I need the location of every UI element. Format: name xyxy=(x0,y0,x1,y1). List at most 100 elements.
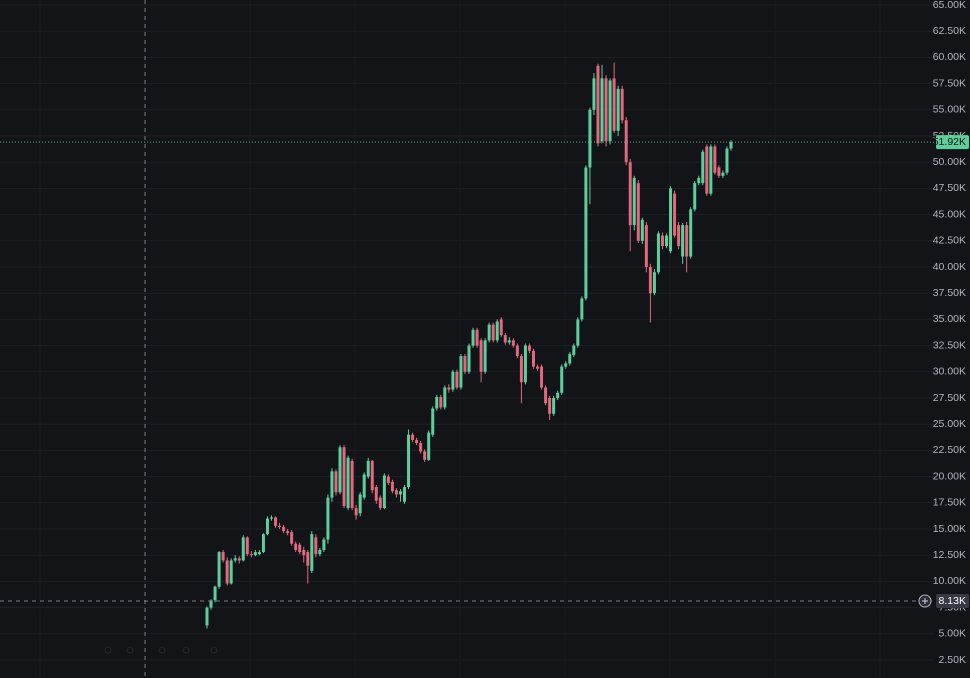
y-tick-label: 5.00K xyxy=(939,628,966,640)
candle-body xyxy=(644,225,648,267)
y-tick-label: 45.00K xyxy=(933,208,966,220)
candle-body xyxy=(459,356,463,388)
candle-body xyxy=(209,600,213,608)
candle-body xyxy=(403,487,407,502)
candle-body xyxy=(415,439,419,444)
crosshair-label: 8.13K xyxy=(939,595,966,607)
toolbar-button[interactable] xyxy=(126,646,134,654)
candle-body xyxy=(580,298,584,320)
toolbar-button[interactable] xyxy=(210,646,218,654)
y-tick-label: 20.00K xyxy=(933,470,966,482)
candle-body xyxy=(660,235,664,247)
candle-body xyxy=(572,345,576,356)
candle-body xyxy=(249,554,253,556)
candle-body xyxy=(245,537,249,555)
y-tick-label: 50.00K xyxy=(933,156,966,168)
y-tick-label: 57.50K xyxy=(933,77,966,89)
candle-body xyxy=(306,552,310,566)
candle-body xyxy=(342,447,346,506)
candle-body xyxy=(701,151,705,184)
y-tick-label: 32.50K xyxy=(933,339,966,351)
candle-body xyxy=(382,475,386,509)
candle-body xyxy=(536,366,540,369)
candle-body xyxy=(540,366,544,388)
candle-body xyxy=(282,526,286,532)
candle-body xyxy=(322,539,326,550)
candle-body xyxy=(648,267,652,294)
candle-body xyxy=(491,324,495,341)
candle-body xyxy=(515,345,519,357)
last-price-label: 51.92K xyxy=(933,136,966,148)
candle-body xyxy=(354,508,358,516)
candle-body xyxy=(334,471,338,493)
candle-body xyxy=(527,345,531,351)
candle-body xyxy=(237,558,241,561)
candle-body xyxy=(475,329,479,346)
candle-body xyxy=(294,543,298,550)
candle-body xyxy=(269,517,273,519)
candle-body xyxy=(366,460,370,477)
y-tick-label: 35.00K xyxy=(933,313,966,325)
y-tick-label: 42.50K xyxy=(933,235,966,247)
candle-body xyxy=(447,387,451,390)
candle-body xyxy=(217,552,221,587)
toolbar-button[interactable] xyxy=(182,646,190,654)
y-tick-label: 65.00K xyxy=(933,0,966,11)
candle-body xyxy=(419,443,423,452)
toolbar-button[interactable] xyxy=(158,646,166,654)
candle-body xyxy=(314,537,318,555)
candle-body xyxy=(241,537,245,561)
candle-body xyxy=(326,497,330,540)
candle-body xyxy=(588,109,592,168)
candle-body xyxy=(717,167,721,176)
candle-body xyxy=(592,78,596,110)
candle-body xyxy=(640,219,644,241)
candle-body xyxy=(213,586,217,601)
candle-body xyxy=(265,518,269,535)
candle-body xyxy=(576,319,580,346)
candle-body xyxy=(487,324,491,341)
candle-body xyxy=(612,78,616,131)
candle-body xyxy=(298,544,302,553)
candle-body xyxy=(358,494,362,514)
candle-body xyxy=(330,471,334,498)
candle-body xyxy=(519,356,523,383)
candle-body xyxy=(503,335,507,343)
candle-body xyxy=(556,392,560,398)
candle-body xyxy=(665,235,669,247)
candles xyxy=(205,62,733,629)
candle-body xyxy=(620,88,624,121)
crosshair-tag xyxy=(936,593,969,608)
toolbar-button[interactable] xyxy=(104,646,112,654)
y-tick-label: 40.00K xyxy=(933,261,966,273)
candle-body xyxy=(689,209,693,257)
y-tick-label: 60.00K xyxy=(933,51,966,63)
candle-body xyxy=(278,525,282,527)
candle-body xyxy=(669,188,673,252)
candle-body xyxy=(346,457,350,509)
candle-body xyxy=(338,447,342,493)
candle-body xyxy=(673,193,677,236)
candle-body xyxy=(253,552,257,556)
y-tick-label: 15.00K xyxy=(933,523,966,535)
candle-body xyxy=(435,396,439,409)
candle-body xyxy=(544,387,548,404)
candle-body xyxy=(552,398,556,414)
candle-body xyxy=(499,319,503,336)
candle-body xyxy=(205,607,209,626)
candle-body xyxy=(471,329,475,346)
candle-body xyxy=(632,177,636,226)
candle-body xyxy=(386,476,390,483)
candle-body xyxy=(394,490,398,495)
y-tick-label: 47.50K xyxy=(933,182,966,194)
candle-body xyxy=(427,432,431,460)
candle-body xyxy=(721,172,725,176)
candle-body xyxy=(362,474,366,498)
y-tick-label: 17.50K xyxy=(933,497,966,509)
candle-body xyxy=(548,398,552,414)
candle-body xyxy=(290,532,294,544)
candle-body xyxy=(511,340,515,346)
candle-body xyxy=(378,497,382,509)
candle-body xyxy=(568,353,572,364)
